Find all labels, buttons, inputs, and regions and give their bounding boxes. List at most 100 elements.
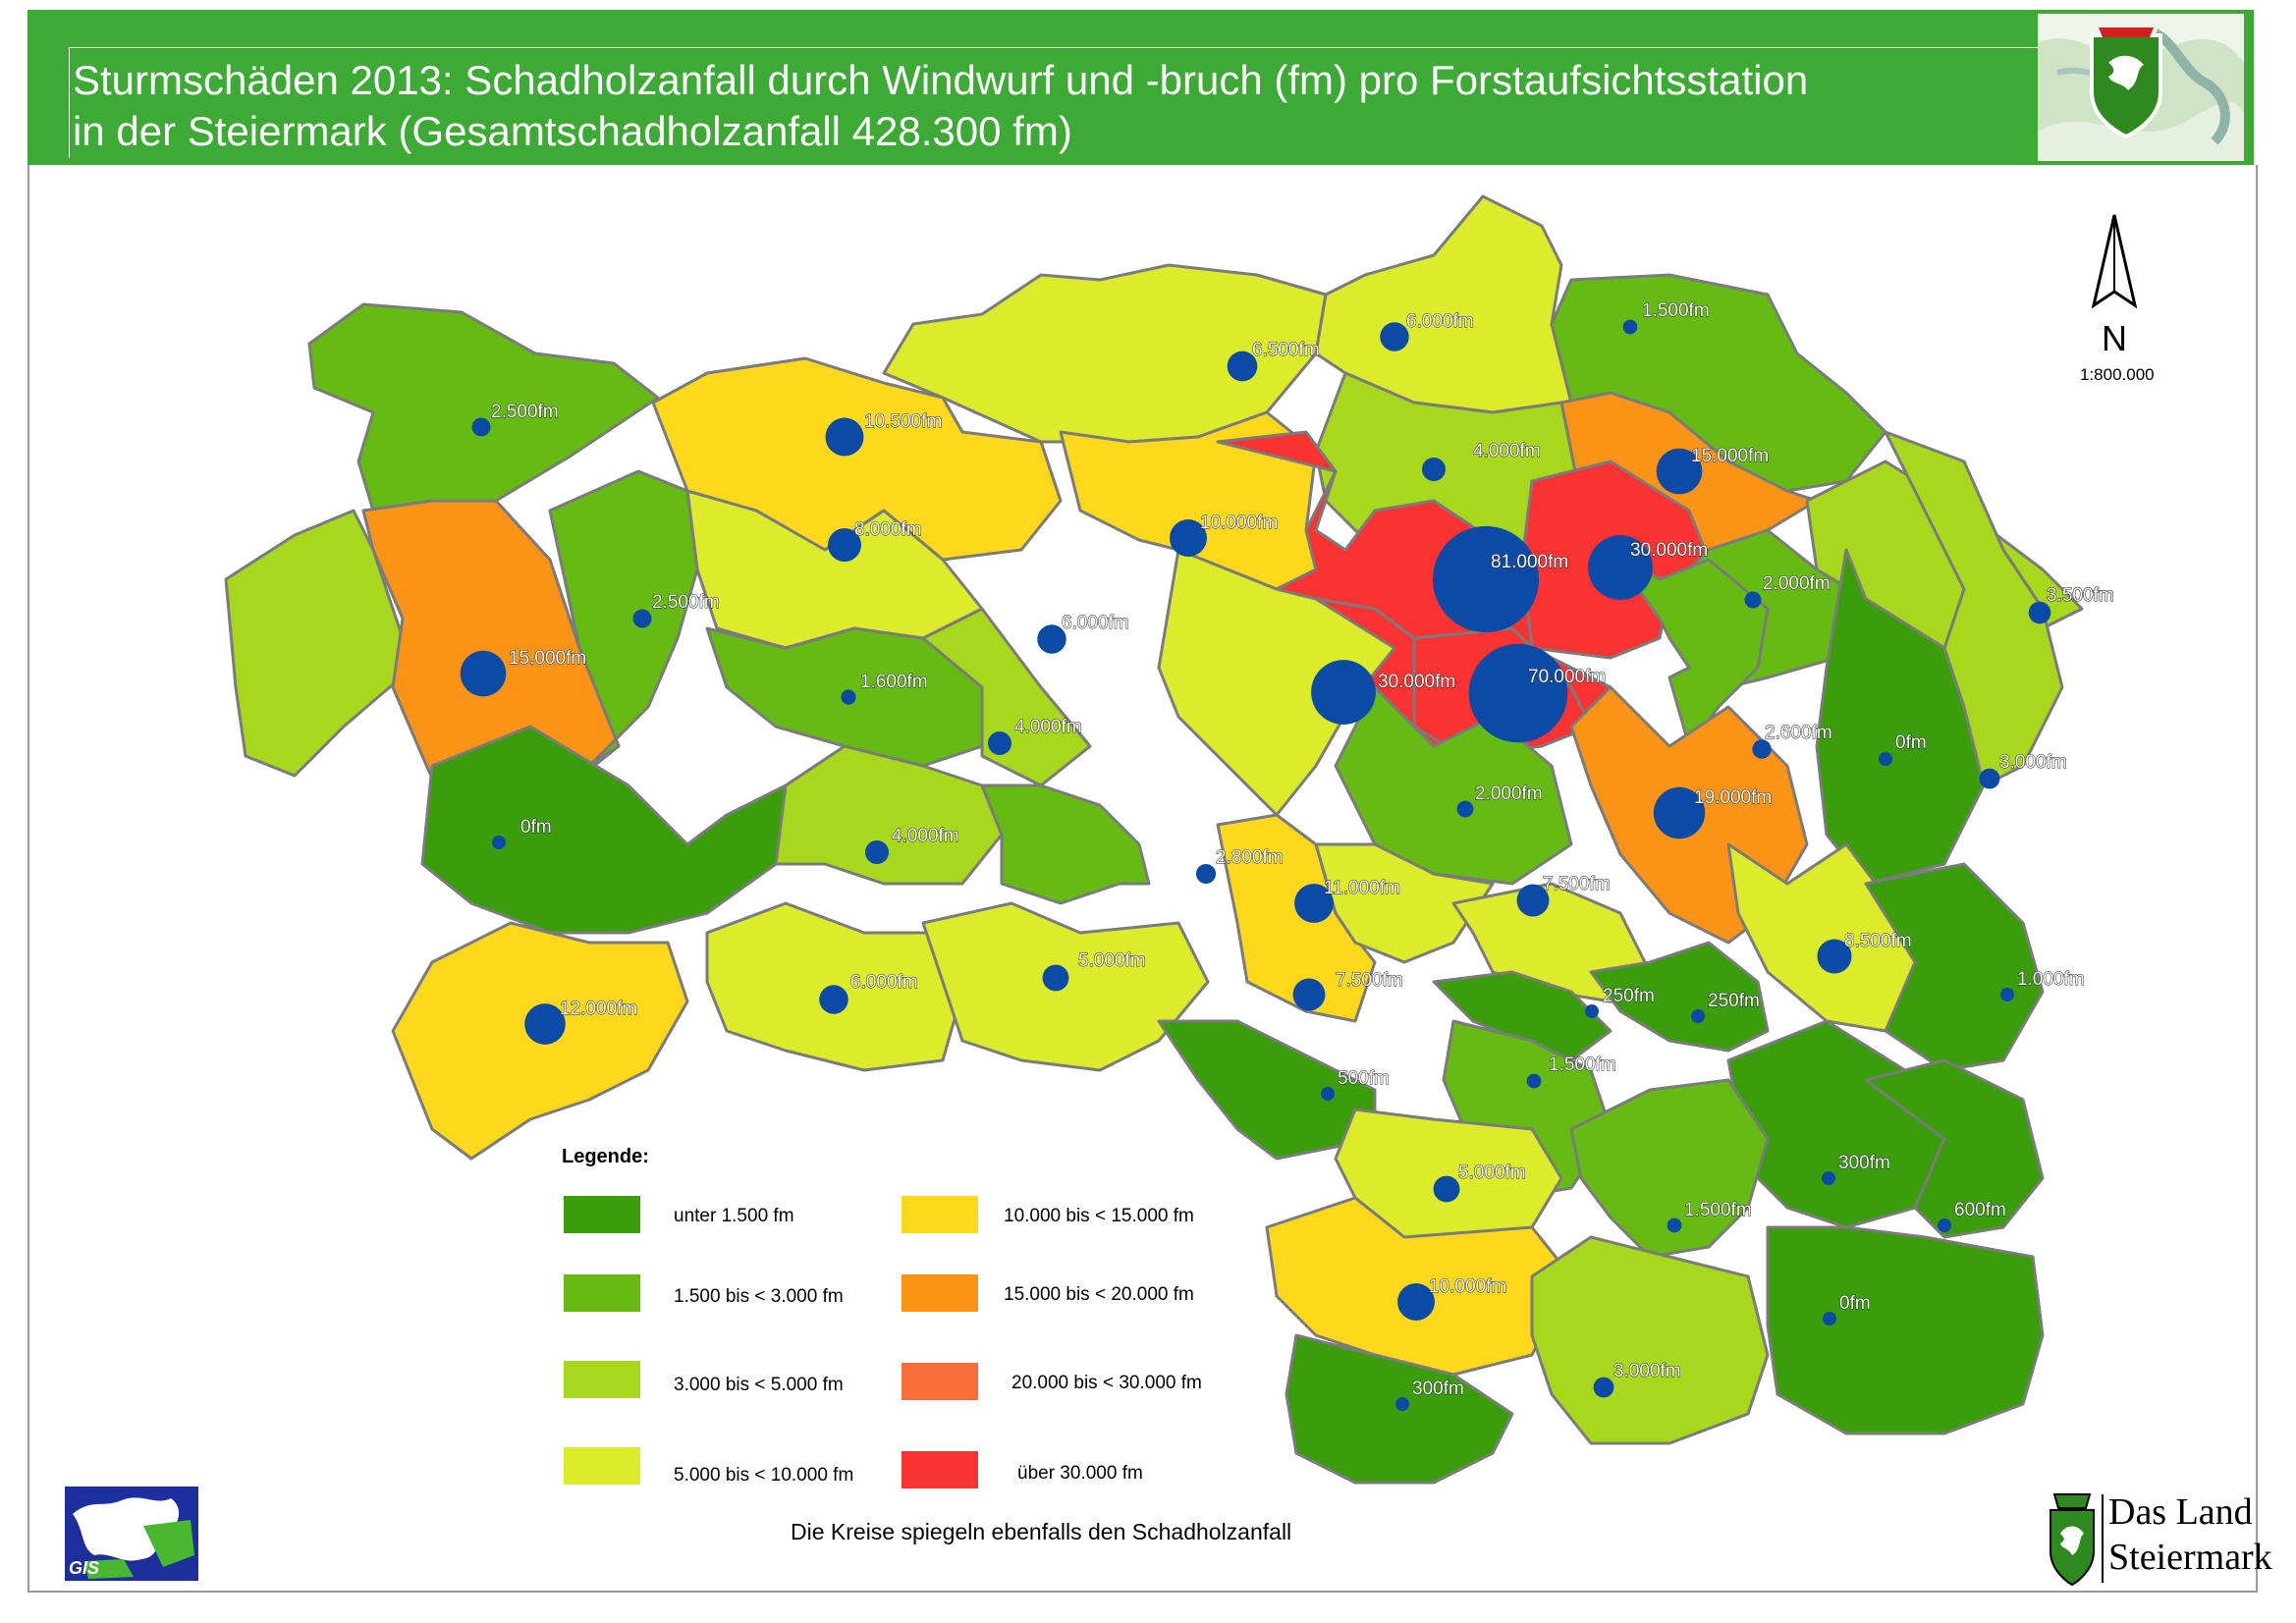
station-circle-47 — [1823, 1312, 1836, 1325]
station-circle-23 — [1879, 752, 1892, 766]
district-43 — [1726, 1019, 1946, 1229]
station-label-7: 4.000fm — [1473, 441, 1541, 461]
station-circle-48 — [1593, 1377, 1614, 1398]
map-footnote: Die Kreise spiegeln ebenfalls den Schadh… — [791, 1519, 1292, 1544]
station-circle-28 — [864, 839, 890, 865]
station-label-43: 300fm — [1838, 1153, 1890, 1173]
coat-of-arms-icon — [2090, 27, 2162, 139]
station-label-15: 15.000fm — [509, 648, 586, 669]
station-label-38: 250fm — [1708, 991, 1760, 1011]
north-arrow: N — [2080, 211, 2149, 358]
district-30 — [1216, 813, 1377, 1023]
map-frame — [27, 165, 2258, 1593]
station-label-40: 1.500fm — [1549, 1055, 1616, 1075]
station-circle-27 — [492, 836, 506, 849]
station-label-19: 70.000fm — [1528, 667, 1606, 687]
coat-of-arms-icon — [2050, 1493, 2095, 1587]
legend-swatch-6 — [902, 1274, 978, 1312]
station-label-10: 81.000fm — [1491, 552, 1568, 572]
scale-label: 1:800.000 — [2080, 365, 2155, 384]
station-label-42: 5.000fm — [1458, 1163, 1526, 1183]
district-28 — [774, 744, 1004, 886]
legend-swatch-2 — [564, 1274, 640, 1312]
station-circle-3 — [1227, 351, 1258, 382]
station-label-46: 10.000fm — [1429, 1276, 1506, 1297]
station-label-5: 1.500fm — [1642, 300, 1710, 321]
legend-swatch-4 — [564, 1447, 640, 1485]
station-label-24: 3.000fm — [1999, 752, 2067, 773]
station-label-28: 4.000fm — [892, 826, 959, 846]
district-38 — [1589, 941, 1770, 1053]
station-label-36: 7.500fm — [1336, 970, 1403, 991]
legend-label-3: 3.000 bis < 5.000 fm — [674, 1375, 844, 1395]
station-label-29: 2.800fm — [1216, 847, 1284, 868]
station-label-20: 1.600fm — [860, 672, 928, 692]
station-label-2: 10.500fm — [864, 411, 942, 432]
station-circle-31 — [1516, 884, 1550, 917]
land-logo-text-1: Das Land — [2108, 1491, 2253, 1533]
district-1 — [307, 302, 660, 513]
station-circle-12 — [1744, 591, 1762, 609]
station-circle-46 — [1397, 1283, 1435, 1321]
station-label-45: 600fm — [1954, 1200, 2006, 1220]
district-39 — [1864, 862, 2045, 1072]
station-circle-42 — [1433, 1175, 1460, 1203]
station-circle-10 — [1432, 525, 1540, 633]
station-circle-35 — [1042, 964, 1069, 992]
district-37 — [1432, 970, 1613, 1062]
legend-label-5: 10.000 bis < 15.000 fm — [1004, 1206, 1194, 1226]
station-circle-26 — [1456, 800, 1474, 818]
station-label-4: 6.000fm — [1406, 311, 1474, 332]
district-21 — [921, 607, 1092, 787]
station-circle-30 — [1294, 884, 1334, 923]
station-label-13: 3.500fm — [2047, 585, 2114, 606]
station-label-25: 19.000fm — [1694, 787, 1772, 808]
station-label-22: 2.600fm — [1765, 723, 1832, 743]
land-logo-text-2: Steiermark — [2108, 1537, 2272, 1578]
district-31 — [1314, 842, 1495, 964]
station-label-47: 0fm — [1839, 1293, 1871, 1314]
station-circle-36 — [1292, 978, 1326, 1011]
map-title-line-2: in der Steiermark (Gesamtschadholzanfall… — [73, 108, 1072, 154]
station-label-6: 15.000fm — [1691, 446, 1769, 466]
legend-swatch-5 — [902, 1196, 978, 1233]
station-label-41: 500fm — [1338, 1068, 1390, 1089]
station-circle-39 — [2000, 988, 2014, 1001]
station-circle-22 — [1752, 739, 1772, 759]
station-label-49: 300fm — [1412, 1379, 1464, 1399]
district-35 — [921, 901, 1210, 1072]
station-circle-19 — [1468, 643, 1568, 743]
station-circle-33 — [524, 1003, 566, 1045]
legend-label-6: 15.000 bis < 20.000 fm — [1004, 1284, 1194, 1305]
station-circle-17 — [1037, 624, 1066, 654]
station-label-16: 2.500fm — [652, 592, 720, 613]
overview-thumbnail — [2038, 14, 2244, 161]
station-circle-20 — [841, 689, 856, 705]
station-circle-43 — [1822, 1171, 1835, 1185]
district-16 — [548, 469, 699, 768]
north-label: N — [2102, 318, 2127, 358]
district-24 — [1884, 430, 2064, 787]
legend-label-1: unter 1.500 fm — [674, 1206, 794, 1226]
station-circle-18 — [1311, 660, 1376, 725]
district-29 — [980, 784, 1151, 905]
land-logo-divider — [2102, 1494, 2104, 1583]
station-label-8: 8.000fm — [854, 519, 922, 540]
station-circle-11 — [1588, 535, 1653, 600]
legend-swatch-3 — [564, 1361, 640, 1398]
station-circle-6 — [1656, 448, 1703, 495]
station-label-14: 3.500fm — [2047, 585, 2114, 606]
station-label-33: 12.000fm — [560, 999, 637, 1019]
station-label-1: 2.500fm — [491, 402, 559, 422]
legend-title: Legende: — [562, 1146, 649, 1167]
station-circle-14 — [2028, 601, 2051, 624]
station-circle-38 — [1691, 1009, 1705, 1023]
styria-outline-icon — [73, 1497, 180, 1561]
station-label-27: 0fm — [520, 817, 552, 838]
station-circle-9 — [1170, 519, 1207, 557]
station-label-44: 1.500fm — [1684, 1200, 1752, 1220]
station-label-21: 4.000fm — [1014, 717, 1082, 737]
land-steiermark-logo: Das Land Steiermark — [2045, 1490, 2272, 1589]
district-44 — [1569, 1078, 1770, 1259]
